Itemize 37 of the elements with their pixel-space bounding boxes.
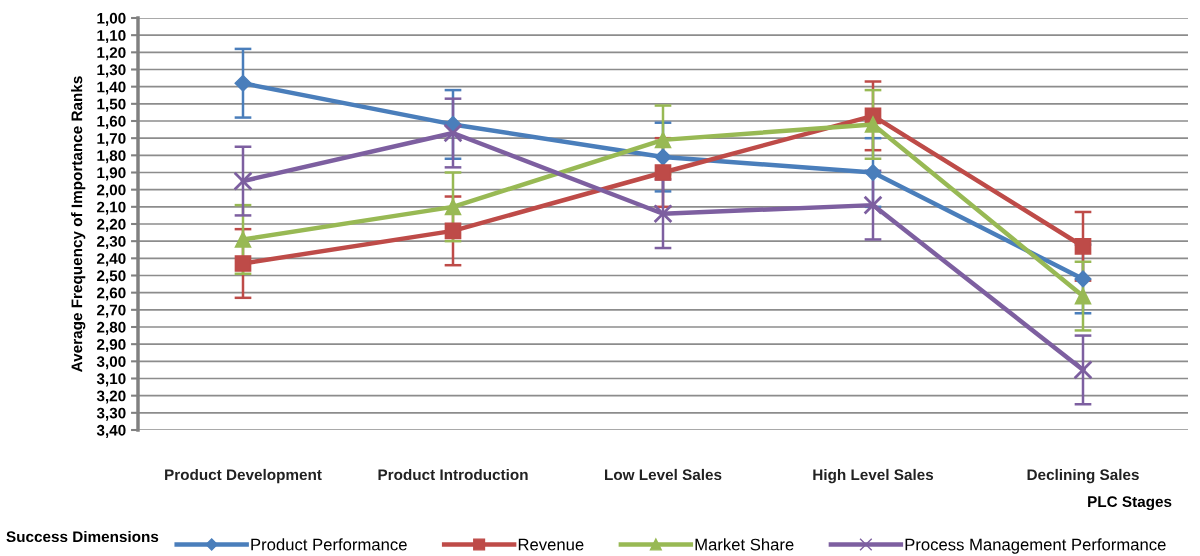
y-tick-label: 1,90	[97, 167, 126, 181]
x-tick-label: Product Development	[165, 468, 322, 484]
y-tick-label: 1,60	[97, 115, 126, 129]
y-tick-label: 1,70	[97, 133, 126, 147]
y-tick-label: 3,20	[96, 390, 126, 404]
x-tick-label: High Level Sales	[813, 468, 934, 484]
x-tick-label: Product Introduction	[378, 468, 528, 481]
y-tick-label: 1,10	[97, 30, 126, 44]
y-tick-label: 1,50	[97, 98, 126, 112]
legend-title: Success Dimensions	[6, 530, 159, 543]
legend-label: Market Share	[695, 538, 794, 551]
y-tick-label: 2,30	[96, 236, 126, 250]
y-tick-label: 1,40	[97, 81, 126, 95]
y-tick-label: 1,30	[97, 64, 126, 78]
legend-label: Revenue	[518, 538, 584, 551]
y-tick-label: 1,80	[97, 150, 126, 164]
y-tick-label: 2,00	[96, 184, 126, 198]
y-tick-label: 2,20	[96, 218, 126, 232]
y-tick-label: 2,10	[96, 201, 126, 215]
legend-label: Process Management Performance	[905, 538, 1166, 554]
y-tick-label: 1,00	[97, 12, 126, 26]
x-tick-label: Low Level Sales	[605, 468, 722, 481]
legend-label: Product Performance	[251, 538, 407, 551]
y-tick-label: 3,30	[96, 407, 126, 421]
y-tick-label: 2,60	[96, 287, 126, 301]
y-tick-label: 3,40	[96, 424, 126, 438]
y-tick-label: 2,50	[96, 270, 126, 284]
y-tick-label: 2,80	[96, 321, 126, 335]
y-tick-label: 3,10	[96, 373, 126, 387]
y-tick-label: 2,70	[96, 304, 126, 318]
x-axis-title: PLC Stages	[1088, 496, 1172, 511]
y-tick-label: 3,00	[96, 356, 126, 370]
y-axis-title: Average Frequency of Importance Ranks	[71, 76, 86, 372]
x-tick-label: Declining Sales	[1027, 468, 1139, 484]
y-tick-label: 2,40	[96, 253, 126, 267]
y-tick-label: 2,90	[96, 339, 126, 353]
y-tick-label: 1,20	[97, 47, 126, 61]
